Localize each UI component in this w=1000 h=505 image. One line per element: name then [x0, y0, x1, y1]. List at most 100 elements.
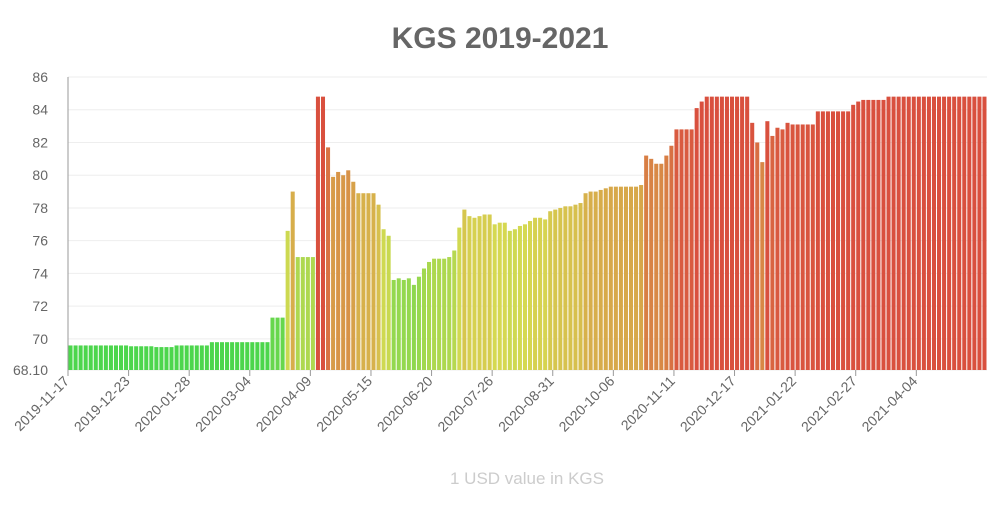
- bar: [341, 175, 346, 370]
- x-tick-label: 2020-03-04: [192, 373, 254, 435]
- bar: [704, 96, 709, 370]
- bar: [199, 345, 204, 370]
- bar: [931, 96, 937, 370]
- bar: [684, 129, 689, 370]
- bar: [836, 111, 841, 370]
- bar: [740, 96, 745, 370]
- bar: [351, 181, 356, 370]
- bar: [507, 230, 512, 370]
- bar: [194, 345, 199, 370]
- bar: [795, 124, 800, 371]
- bar: [563, 206, 568, 370]
- x-tick-label: 2020-12-17: [677, 373, 739, 435]
- chart-title: KGS 2019-2021: [392, 22, 609, 55]
- y-tick-label: 84: [32, 102, 48, 118]
- bar: [118, 345, 124, 370]
- bar: [280, 317, 285, 370]
- y-tick-label: 86: [32, 69, 48, 85]
- bar: [265, 342, 270, 370]
- y-tick-label: 74: [32, 265, 48, 281]
- bar: [815, 111, 820, 370]
- bar: [851, 104, 856, 370]
- bar: [942, 96, 947, 370]
- bar: [124, 345, 129, 370]
- bar: [437, 258, 442, 370]
- bar: [447, 257, 452, 370]
- bar: [760, 162, 765, 370]
- x-axis-label: 1 USD value in KGS: [450, 469, 604, 488]
- bar: [78, 345, 83, 370]
- bar: [962, 96, 967, 370]
- bar: [957, 96, 962, 370]
- bar: [517, 225, 522, 370]
- bar: [947, 96, 952, 370]
- x-tick-label: 2021-01-22: [737, 373, 799, 435]
- bar: [214, 342, 219, 370]
- bar: [144, 346, 149, 370]
- y-tick-label: 80: [32, 167, 48, 183]
- bar: [906, 96, 911, 370]
- x-tick-label: 2021-02-27: [798, 373, 860, 435]
- bar: [381, 229, 386, 370]
- bar: [255, 342, 260, 370]
- bar: [891, 96, 896, 370]
- bar: [689, 129, 694, 370]
- bar: [896, 96, 901, 370]
- bar: [93, 345, 98, 370]
- bar: [729, 96, 735, 370]
- bar: [699, 101, 704, 370]
- bar: [856, 101, 861, 370]
- bar: [310, 257, 315, 370]
- bar: [427, 261, 432, 370]
- bar: [376, 204, 381, 370]
- bar: [972, 96, 977, 370]
- bar: [184, 345, 189, 370]
- bar: [639, 185, 644, 370]
- bar: [331, 176, 336, 370]
- y-tick-label: 70: [32, 331, 48, 347]
- y-tick-label: 78: [32, 200, 48, 216]
- bar: [295, 257, 300, 370]
- bar: [159, 347, 164, 370]
- y-tick-label: 68.10: [13, 362, 48, 378]
- bar: [83, 345, 88, 370]
- bar: [290, 191, 295, 370]
- x-tick-label: 2019-11-17: [11, 373, 72, 434]
- bar: [68, 345, 73, 370]
- bar: [487, 214, 492, 370]
- bar: [770, 135, 775, 370]
- bar: [553, 209, 558, 370]
- bar: [73, 345, 78, 370]
- y-tick-label: 72: [32, 298, 48, 314]
- bar: [926, 96, 931, 370]
- bar: [472, 217, 477, 370]
- x-tick-label: 2020-11-11: [618, 373, 679, 434]
- bar: [356, 193, 361, 370]
- bar: [977, 96, 982, 370]
- x-tick-label: 2020-01-28: [131, 373, 193, 435]
- bar: [361, 193, 366, 370]
- bar: [326, 147, 331, 370]
- bar: [285, 230, 290, 370]
- bar: [230, 342, 235, 370]
- bar: [982, 96, 987, 370]
- bar: [603, 188, 608, 370]
- bar: [674, 129, 679, 370]
- x-tick-label: 2020-10-06: [556, 373, 618, 435]
- bar: [411, 284, 416, 370]
- bar: [240, 342, 245, 370]
- bar: [588, 191, 593, 370]
- bar: [805, 124, 810, 371]
- bar: [578, 203, 583, 370]
- bar: [416, 276, 421, 370]
- bar: [659, 163, 664, 370]
- bar: [386, 235, 391, 370]
- bar: [305, 257, 310, 370]
- bar: [164, 347, 169, 370]
- bar: [497, 222, 502, 370]
- bar: [608, 186, 613, 370]
- bar: [613, 186, 618, 370]
- bar: [108, 345, 113, 370]
- bar: [366, 193, 371, 370]
- bar: [250, 342, 255, 370]
